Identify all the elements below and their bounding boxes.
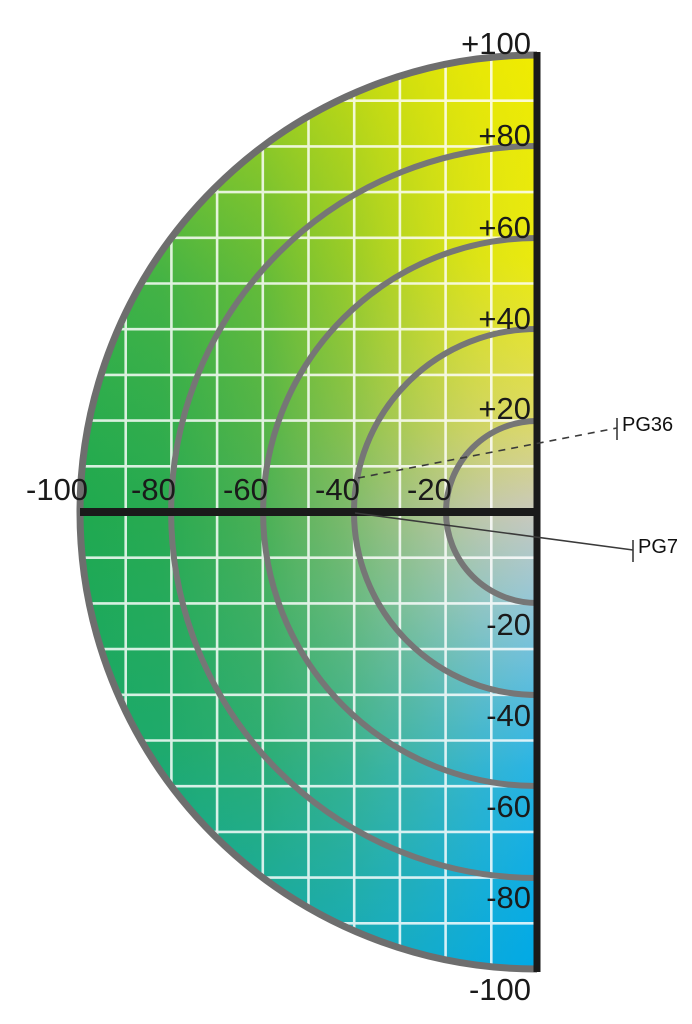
y-tick-label-minus40: -40 [486, 698, 531, 733]
annotation-leaders [354, 418, 634, 562]
y-tick-label-plus80: +80 [478, 118, 531, 153]
x-tick-label-minus40: -40 [315, 472, 360, 507]
y-tick-label-plus20: +20 [478, 391, 531, 426]
pg7-leader-solid [354, 512, 634, 551]
pg36-leader-dashed [357, 427, 618, 479]
y-tick-label-minus60: -60 [486, 789, 531, 824]
y-tick-label-minus100: -100 [469, 972, 531, 1007]
y-tick-label-plus60: +60 [478, 210, 531, 245]
x-tick-label-minus60: -60 [223, 472, 268, 507]
x-tick-label-minus20: -20 [407, 472, 452, 507]
vertical-axis-labels: +100 +80 +60 +40 +20 -20 -40 -60 -80 -10… [461, 26, 531, 1007]
y-tick-label-plus100: +100 [461, 26, 531, 61]
horizontal-axis-labels: -100 -80 -60 -40 -20 [26, 472, 452, 507]
annotation-label-pg36: PG36 [622, 414, 673, 436]
y-tick-label-plus40: +40 [478, 301, 531, 336]
y-tick-label-minus80: -80 [486, 880, 531, 915]
x-tick-label-minus80: -80 [131, 472, 176, 507]
x-tick-label-minus100: -100 [26, 472, 88, 507]
y-tick-label-minus20: -20 [486, 607, 531, 642]
annotation-label-pg7: PG7 [638, 536, 678, 558]
annotation-labels: PG36 PG7 [622, 414, 678, 558]
